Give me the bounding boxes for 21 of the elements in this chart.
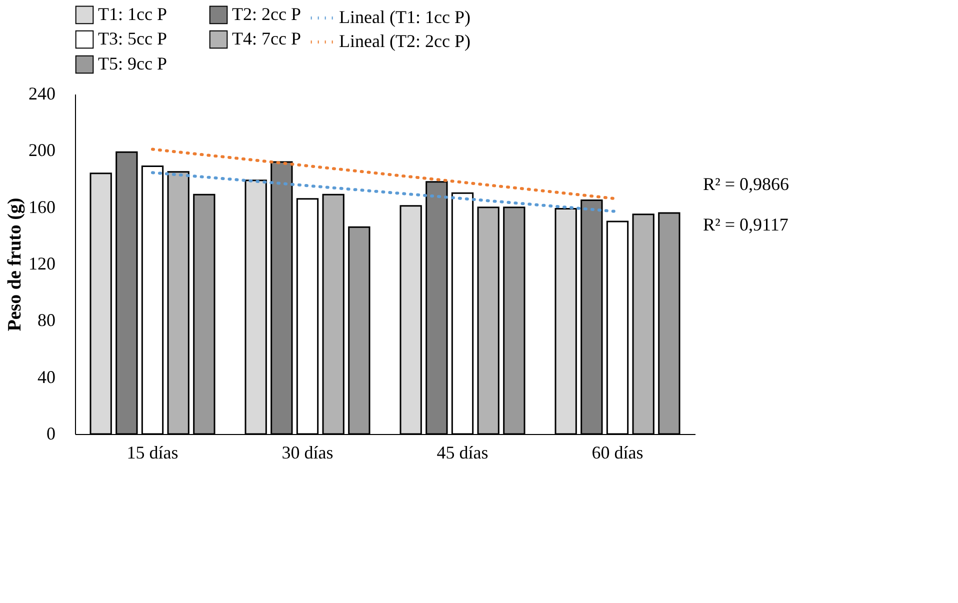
legend-label: T5: 9cc P	[98, 54, 167, 74]
x-tick-label: 15 días	[126, 442, 178, 462]
y-tick-label: 40	[38, 366, 56, 387]
legend-label: Lineal (T2: 2cc P)	[339, 31, 470, 51]
legend-label: T3: 5cc P	[98, 28, 167, 48]
x-tick-label: 45 días	[436, 442, 488, 462]
text: R² = 0,9866	[703, 174, 790, 194]
text: R² = 0,9117	[703, 214, 788, 235]
legend-label: T1: 1cc P	[98, 4, 167, 24]
y-tick-label: 200	[28, 140, 56, 160]
y-axis-title: Peso de fruto (g)	[4, 198, 26, 332]
x-tick-label: 60 días	[592, 442, 644, 462]
y-tick-label: 120	[28, 254, 56, 274]
legend-label: Lineal (T1: 1cc P)	[339, 7, 470, 27]
y-tick-label: 0	[46, 424, 56, 444]
y-tick-label: 240	[28, 84, 56, 104]
legend-label: T4: 7cc P	[232, 28, 301, 48]
legend-label: T2: 2cc P	[232, 4, 301, 24]
y-tick-label: 160	[28, 196, 56, 217]
y-tick-label: 80	[38, 310, 56, 330]
x-tick-label: 30 días	[282, 442, 334, 462]
